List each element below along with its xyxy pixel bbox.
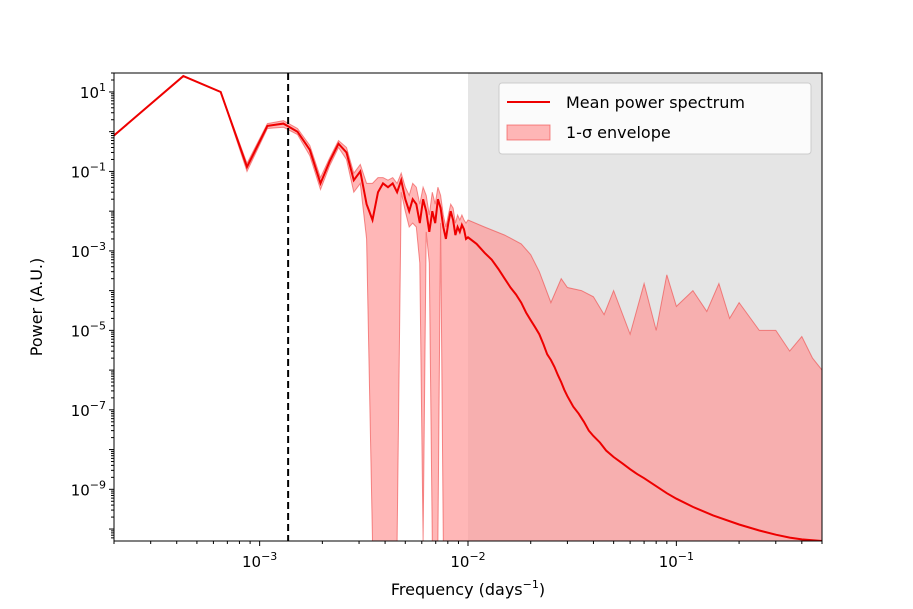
- y-tick-label: 10−1: [71, 160, 106, 181]
- y-tick-label: 10−5: [71, 319, 106, 340]
- mean-power-spectrum-line: [114, 74, 822, 541]
- legend-area-swatch: [506, 124, 551, 141]
- x-tick-label: 10−2: [450, 550, 485, 571]
- plot-area: [114, 73, 822, 541]
- x-tick-label: 10−3: [242, 550, 277, 571]
- y-tick-label: 10−7: [71, 399, 106, 420]
- x-axis-label-main: Frequency (days: [391, 580, 523, 599]
- legend-envelope-label: 1-σ envelope: [566, 123, 671, 142]
- legend-box: [498, 82, 812, 155]
- x-axis-label: Frequency (days−1): [391, 578, 545, 599]
- x-axis-label-sup: −1: [523, 578, 539, 591]
- legend: Mean power spectrum 1-σ envelope: [498, 82, 812, 155]
- x-axis-ticks: 10−3 10−2 10−1: [113, 541, 823, 571]
- y-tick-label: 10−9: [71, 478, 106, 499]
- legend-mean-label: Mean power spectrum: [566, 93, 745, 112]
- y-tick-label: 101: [80, 81, 106, 102]
- x-tick-label: 10−1: [659, 550, 694, 571]
- x-axis-label-end: ): [539, 580, 545, 599]
- sigma-envelope-area: [114, 75, 822, 541]
- y-axis-label: Power (A.U.): [27, 258, 46, 357]
- y-axis-ticks: 101 10−1 10−3 10−5 10−7 10−9: [71, 72, 114, 539]
- y-tick-label: 10−3: [71, 240, 106, 261]
